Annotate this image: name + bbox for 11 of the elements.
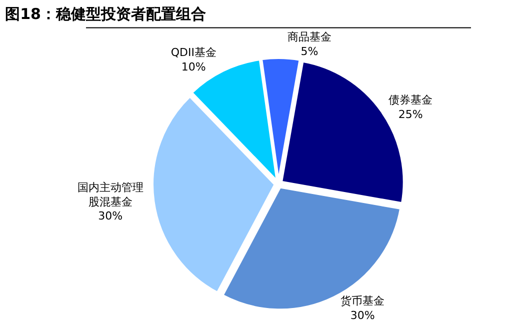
data-label: 25% <box>398 108 423 121</box>
slice-label: 债券基金 <box>388 94 433 107</box>
chart-title: 图18：稳健型投资者配置组合 <box>5 4 206 23</box>
data-label: 5% <box>300 45 318 58</box>
slice-label: 国内主动管理股混基金 <box>77 181 144 208</box>
slice-label: 货币基金 <box>340 294 385 308</box>
data-label: 30% <box>98 210 123 223</box>
slice-label: 商品基金 <box>288 30 332 44</box>
data-label: 30% <box>350 308 375 322</box>
slice-label: QDII基金 <box>170 46 216 60</box>
data-label: 10% <box>181 60 206 74</box>
